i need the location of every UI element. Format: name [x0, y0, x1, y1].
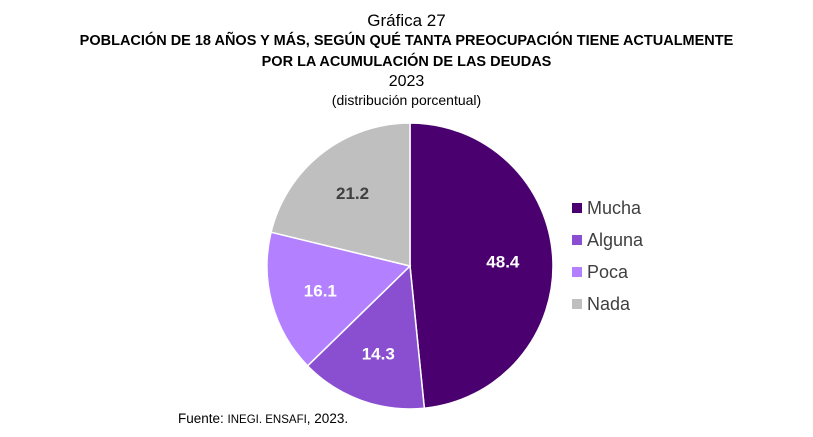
pie-slice-mucha	[409, 122, 554, 410]
chart-header: Gráfica 27 POBLACIÓN DE 18 AÑOS Y MÁS, S…	[0, 10, 813, 110]
data-label-nada: 21.2	[336, 184, 369, 203]
legend-swatch-mucha	[572, 203, 582, 213]
legend-label-alguna: Alguna	[587, 230, 644, 250]
legend-label-poca: Poca	[587, 262, 629, 282]
source-text: INEGI. ENSAFI	[227, 414, 307, 426]
legend-swatch-poca	[572, 267, 582, 277]
legend-label-mucha: Mucha	[587, 198, 642, 218]
source-year: , 2023.	[306, 411, 349, 426]
chart-year: 2023	[388, 73, 425, 90]
pie-slices	[266, 122, 554, 410]
pie-slice-nada	[270, 122, 411, 267]
legend-swatch-alguna	[572, 235, 582, 245]
legend-label-nada: Nada	[587, 294, 631, 314]
data-label-mucha: 48.4	[486, 252, 520, 271]
legend: Mucha Alguna Poca Nada	[572, 198, 644, 314]
chart-title-line-1: POBLACIÓN DE 18 AÑOS Y MÁS, SEGÚN QUÉ TA…	[79, 33, 734, 49]
pie-slice-poca	[266, 231, 412, 367]
chart-subtitle: (distribución porcentual)	[331, 92, 482, 108]
source-prefix: Fuente:	[178, 411, 224, 426]
pie-data-labels: 48.4 14.3 16.1 21.2	[304, 184, 520, 363]
source-note: Fuente: INEGI. ENSAFI, 2023.	[178, 411, 348, 426]
pie-slice-alguna	[306, 264, 426, 410]
chart-number: Gráfica 27	[367, 11, 446, 30]
chart-title-line-2: POR LA ACUMULACIÓN DE LAS DEUDAS	[261, 54, 552, 70]
data-label-alguna: 14.3	[362, 344, 395, 363]
legend-swatch-nada	[572, 299, 582, 309]
data-label-poca: 16.1	[304, 282, 337, 301]
